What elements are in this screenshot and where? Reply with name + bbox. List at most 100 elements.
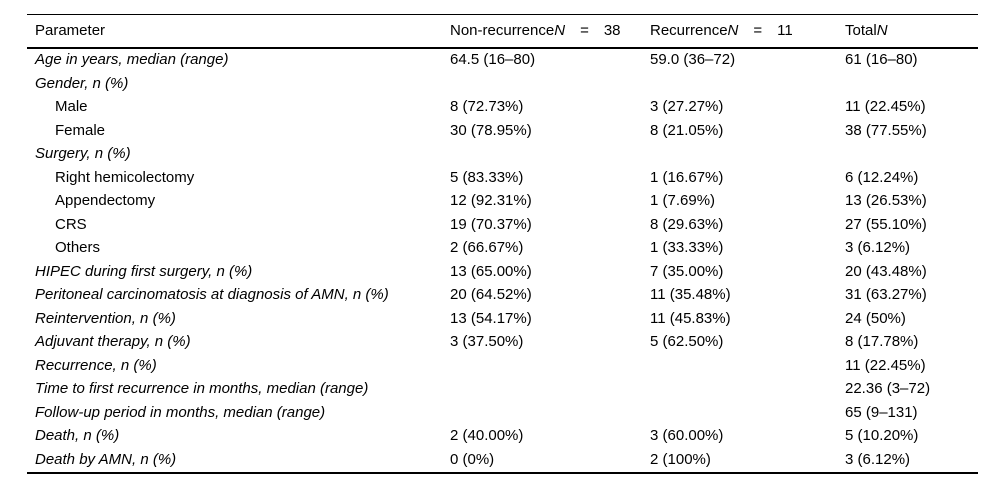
parameters-table: Parameter Non-recurrenceN = 38 RecurrenceN… bbox=[27, 14, 978, 474]
non-recurrence-cell: 12 (92.31%) bbox=[450, 192, 532, 210]
parameter-cell: Right hemicolectomy bbox=[55, 168, 195, 186]
parameter-cell: Death, n (%) bbox=[35, 427, 120, 445]
recurrence-cell: 59.0 (36–72) bbox=[650, 51, 736, 69]
non-recurrence-cell: 2 (40.00%) bbox=[450, 427, 524, 445]
header-total: TotalN bbox=[845, 14, 978, 49]
parameter-cell: Follow-up period in months, median (rang… bbox=[35, 403, 326, 421]
recurrence-cell: 1 (16.67%) bbox=[650, 168, 724, 186]
parameter-cell: CRS bbox=[55, 215, 87, 233]
non-recurrence-cell: 30 (78.95%) bbox=[450, 121, 532, 139]
parameter-cell: Others bbox=[55, 239, 101, 257]
non-recurrence-cell: 20 (64.52%) bbox=[450, 286, 532, 304]
table-row: HIPEC during first surgery, n (%) 13 (65.… bbox=[27, 260, 978, 284]
table-body: Age in years, median (range) 64.5 (16–80)… bbox=[27, 48, 978, 474]
total-cell: 5 (10.20%) bbox=[845, 427, 919, 445]
header-total-label: Total bbox=[845, 21, 877, 39]
recurrence-cell: 11 (45.83%) bbox=[650, 309, 731, 327]
table-row: Appendectomy 12 (92.31%) 1 (7.69%) 13 (26.5… bbox=[27, 190, 978, 214]
table-row: Reintervention, n (%) 13 (54.17%) 11 (45.8… bbox=[27, 307, 978, 331]
total-cell: 11 (22.45%) bbox=[845, 356, 926, 374]
parameter-cell: Age in years, median (range) bbox=[35, 51, 229, 69]
parameter-cell: Adjuvant therapy, n (%) bbox=[35, 333, 191, 351]
non-recurrence-cell bbox=[450, 401, 650, 425]
table-row: Follow-up period in months, median (rang… bbox=[27, 401, 978, 425]
total-cell: 31 (63.27%) bbox=[845, 286, 927, 304]
parameter-cell: Recurrence, n (%) bbox=[35, 356, 157, 374]
total-cell: 38 (77.55%) bbox=[845, 121, 927, 139]
total-cell: 3 (6.12%) bbox=[845, 448, 978, 474]
non-recurrence-cell: 13 (54.17%) bbox=[450, 309, 532, 327]
recurrence-cell: 1 (7.69%) bbox=[650, 192, 716, 210]
header-total-n: N bbox=[876, 21, 888, 39]
recurrence-cell: 1 (33.33%) bbox=[650, 239, 724, 257]
total-cell: 3 (6.12%) bbox=[845, 239, 911, 257]
total-cell: 24 (50%) bbox=[845, 309, 906, 327]
non-recurrence-cell: 64.5 (16–80) bbox=[450, 51, 536, 69]
parameter-cell: Time to first recurrence in months, medi… bbox=[35, 380, 369, 398]
header-recurrence-equals: = bbox=[753, 21, 763, 39]
table-header: Parameter Non-recurrenceN = 38 RecurrenceN… bbox=[27, 14, 978, 49]
table-row: Peritoneal carcinomatosis at diagnosis o… bbox=[27, 284, 978, 308]
header-row: Parameter Non-recurrenceN = 38 RecurrenceN… bbox=[27, 14, 978, 49]
header-non-recurrence-n: N bbox=[554, 21, 566, 39]
non-recurrence-cell bbox=[450, 378, 650, 402]
parameter-cell: Female bbox=[55, 121, 106, 139]
recurrence-cell: 3 (60.00%) bbox=[650, 427, 724, 445]
non-recurrence-cell bbox=[450, 72, 650, 96]
parameter-cell: Male bbox=[55, 98, 88, 116]
recurrence-cell: 8 (29.63%) bbox=[650, 215, 724, 233]
table-row: Others 2 (66.67%) 1 (33.33%) 3 (6.12%) bbox=[27, 237, 978, 261]
table-row: Death by AMN, n (%) 0 (0%) 2 (100%) 3 (6.12… bbox=[27, 448, 978, 474]
recurrence-cell: 2 (100%) bbox=[650, 448, 845, 474]
recurrence-cell bbox=[650, 143, 845, 167]
recurrence-cell: 11 (35.48%) bbox=[650, 286, 731, 304]
total-cell: 20 (43.48%) bbox=[845, 262, 927, 280]
table-row: Gender, n (%) bbox=[27, 72, 978, 96]
total-cell bbox=[845, 72, 978, 96]
header-non-recurrence-count: 38 bbox=[603, 21, 621, 39]
parameter-cell: Appendectomy bbox=[55, 192, 156, 210]
table-row: Recurrence, n (%) 11 (22.45%) bbox=[27, 354, 978, 378]
recurrence-cell: 3 (27.27%) bbox=[650, 98, 724, 116]
table-row: Death, n (%) 2 (40.00%) 3 (60.00%) 5 (10.20… bbox=[27, 425, 978, 449]
table-row: Surgery, n (%) bbox=[27, 143, 978, 167]
header-non-recurrence: Non-recurrenceN = 38 bbox=[450, 14, 650, 49]
parameter-cell: Reintervention, n (%) bbox=[35, 309, 176, 327]
total-cell: 61 (16–80) bbox=[845, 51, 918, 69]
recurrence-cell: 5 (62.50%) bbox=[650, 333, 724, 351]
non-recurrence-cell: 19 (70.37%) bbox=[450, 215, 532, 233]
header-recurrence-n: N bbox=[727, 21, 739, 39]
total-cell: 22.36 (3–72) bbox=[845, 380, 931, 398]
header-parameter-label: Parameter bbox=[35, 21, 106, 39]
header-recurrence-count: 11 bbox=[777, 21, 793, 39]
header-parameter: Parameter bbox=[27, 14, 450, 49]
non-recurrence-cell: 0 (0%) bbox=[450, 448, 650, 474]
table-row: Adjuvant therapy, n (%) 3 (37.50%) 5 (62.5… bbox=[27, 331, 978, 355]
recurrence-cell bbox=[650, 378, 845, 402]
non-recurrence-cell: 5 (83.33%) bbox=[450, 168, 524, 186]
parameter-cell: Peritoneal carcinomatosis at diagnosis o… bbox=[35, 286, 389, 304]
parameter-cell: Gender, n (%) bbox=[35, 74, 129, 92]
non-recurrence-cell: 13 (65.00%) bbox=[450, 262, 532, 280]
table-row: Age in years, median (range) 64.5 (16–80)… bbox=[27, 48, 978, 73]
parameter-cell: Surgery, n (%) bbox=[35, 145, 131, 163]
table-row: Male 8 (72.73%) 3 (27.27%) 11 (22.45%) bbox=[27, 96, 978, 120]
recurrence-cell bbox=[650, 401, 845, 425]
total-cell bbox=[845, 143, 978, 167]
table-row: Time to first recurrence in months, medi… bbox=[27, 378, 978, 402]
header-non-recurrence-equals: = bbox=[580, 21, 589, 39]
parameter-cell: Death by AMN, n (%) bbox=[27, 448, 450, 474]
recurrence-cell: 8 (21.05%) bbox=[650, 121, 724, 139]
total-cell: 8 (17.78%) bbox=[845, 333, 919, 351]
recurrence-cell bbox=[650, 354, 845, 378]
non-recurrence-cell bbox=[450, 143, 650, 167]
table-row: Right hemicolectomy 5 (83.33%) 1 (16.67%) 6… bbox=[27, 166, 978, 190]
header-recurrence-label: Recurrence bbox=[650, 21, 728, 39]
header-non-recurrence-label: Non-recurrence bbox=[450, 21, 555, 39]
non-recurrence-cell bbox=[450, 354, 650, 378]
recurrence-cell: 7 (35.00%) bbox=[650, 262, 724, 280]
table-row: CRS 19 (70.37%) 8 (29.63%) 27 (55.10%) bbox=[27, 213, 978, 237]
total-cell: 11 (22.45%) bbox=[845, 98, 926, 116]
non-recurrence-cell: 8 (72.73%) bbox=[450, 98, 524, 116]
